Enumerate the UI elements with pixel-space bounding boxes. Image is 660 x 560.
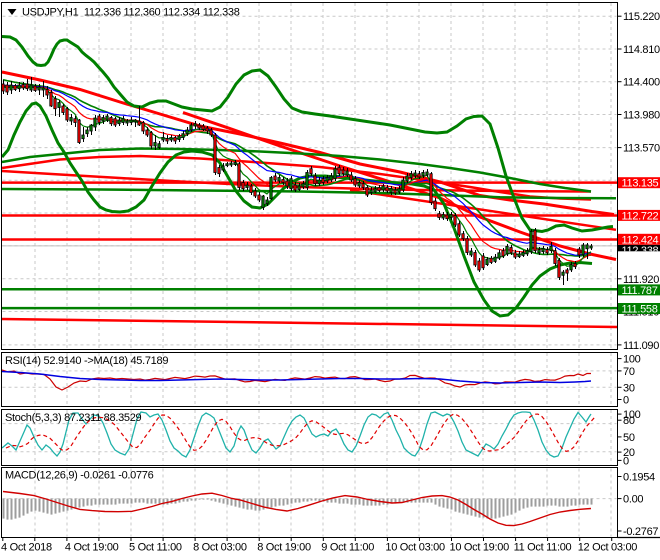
svg-text:RSI(14) 52.9140 ->MA(18) 45.7: RSI(14) 52.9140 ->MA(18) 45.7189 xyxy=(5,355,168,367)
svg-text:0.00: 0.00 xyxy=(623,494,643,506)
svg-text:112.338: 112.338 xyxy=(622,245,659,257)
svg-text:111.090: 111.090 xyxy=(623,340,659,352)
svg-text:70: 70 xyxy=(623,366,635,378)
svg-text:115.220: 115.220 xyxy=(623,11,660,23)
svg-text:114.400: 114.400 xyxy=(623,77,660,89)
svg-text:113.570: 113.570 xyxy=(623,143,660,155)
svg-text:112.424: 112.424 xyxy=(622,234,659,246)
svg-text:111.920: 111.920 xyxy=(623,274,659,286)
svg-text:30: 30 xyxy=(623,382,635,394)
svg-text:112.722: 112.722 xyxy=(622,210,659,222)
svg-text:9 Oct 11:00: 9 Oct 11:00 xyxy=(321,542,374,554)
svg-text:10 Oct 03:00: 10 Oct 03:00 xyxy=(385,542,445,554)
svg-text:0: 0 xyxy=(623,455,629,467)
svg-text:114.810: 114.810 xyxy=(623,44,660,56)
svg-text:50: 50 xyxy=(623,432,635,444)
svg-text:111.787: 111.787 xyxy=(622,285,658,297)
svg-text:0: 0 xyxy=(623,395,629,407)
svg-text:MACD(12,26,9) -0.0261 -0.0776: MACD(12,26,9) -0.0261 -0.0776 xyxy=(5,470,154,482)
svg-text:12 Oct 03:00: 12 Oct 03:00 xyxy=(578,542,638,554)
svg-text:111.558: 111.558 xyxy=(622,304,658,316)
svg-text:-0.2767: -0.2767 xyxy=(623,526,658,538)
svg-text:11 Oct 11:00: 11 Oct 11:00 xyxy=(514,542,572,554)
svg-text:USDJPY,H1 112.336 112.360 112: USDJPY,H1 112.336 112.360 112.334 112.33… xyxy=(22,7,240,19)
svg-text:5 Oct 11:00: 5 Oct 11:00 xyxy=(129,542,182,554)
svg-text:Stoch(5,3,3) 87.2311 88.3529: Stoch(5,3,3) 87.2311 88.3529 xyxy=(5,412,142,424)
svg-text:8 Oct 03:00: 8 Oct 03:00 xyxy=(193,542,247,554)
svg-text:20: 20 xyxy=(623,447,635,459)
svg-text:10 Oct 19:00: 10 Oct 19:00 xyxy=(450,542,510,554)
svg-text:100: 100 xyxy=(623,409,641,421)
svg-text:0.1954: 0.1954 xyxy=(623,472,655,484)
svg-text:113.980: 113.980 xyxy=(623,110,660,122)
svg-text:4 Oct 2018: 4 Oct 2018 xyxy=(1,542,52,554)
svg-text:8 Oct 19:00: 8 Oct 19:00 xyxy=(257,542,311,554)
svg-text:4 Oct 19:00: 4 Oct 19:00 xyxy=(65,542,119,554)
svg-text:100: 100 xyxy=(623,354,641,366)
svg-text:80: 80 xyxy=(623,415,635,427)
svg-text:113.135: 113.135 xyxy=(622,178,659,190)
